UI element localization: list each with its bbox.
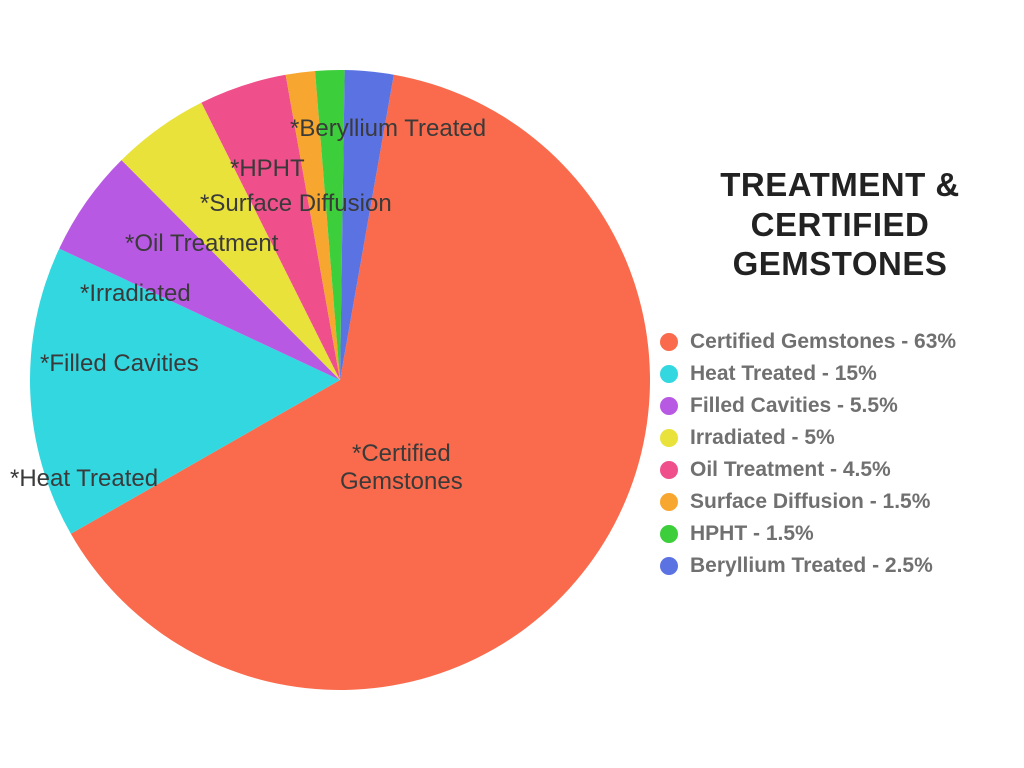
legend-item-heat: Heat Treated - 15% <box>660 362 1020 386</box>
legend-text-irradiated: Irradiated - 5% <box>690 426 835 450</box>
legend-swatch-irradiated <box>660 429 678 447</box>
legend-item-hpht: HPHT - 1.5% <box>660 522 1020 546</box>
legend-swatch-beryllium <box>660 557 678 575</box>
legend-item-irradiated: Irradiated - 5% <box>660 426 1020 450</box>
pie-chart: *CertifiedGemstones*Heat Treated*Filled … <box>20 60 660 700</box>
legend-text-surface: Surface Diffusion - 1.5% <box>690 490 930 514</box>
legend-text-oil: Oil Treatment - 4.5% <box>690 458 891 482</box>
legend-text-hpht: HPHT - 1.5% <box>690 522 814 546</box>
legend-swatch-heat <box>660 365 678 383</box>
legend-swatch-oil <box>660 461 678 479</box>
legend-item-filled: Filled Cavities - 5.5% <box>660 394 1020 418</box>
legend-swatch-hpht <box>660 525 678 543</box>
legend-text-filled: Filled Cavities - 5.5% <box>690 394 898 418</box>
legend: Certified Gemstones - 63% Heat Treated - … <box>660 330 1020 586</box>
legend-swatch-surface <box>660 493 678 511</box>
legend-item-surface: Surface Diffusion - 1.5% <box>660 490 1020 514</box>
legend-swatch-filled <box>660 397 678 415</box>
legend-text-beryllium: Beryllium Treated - 2.5% <box>690 554 933 578</box>
chart-title: TREATMENT & CERTIFIED GEMSTONES <box>660 165 1020 284</box>
legend-item-oil: Oil Treatment - 4.5% <box>660 458 1020 482</box>
chart-stage: *CertifiedGemstones*Heat Treated*Filled … <box>0 0 1024 768</box>
legend-item-certified: Certified Gemstones - 63% <box>660 330 1020 354</box>
legend-item-beryllium: Beryllium Treated - 2.5% <box>660 554 1020 578</box>
legend-swatch-certified <box>660 333 678 351</box>
legend-text-certified: Certified Gemstones - 63% <box>690 330 956 354</box>
legend-text-heat: Heat Treated - 15% <box>690 362 877 386</box>
